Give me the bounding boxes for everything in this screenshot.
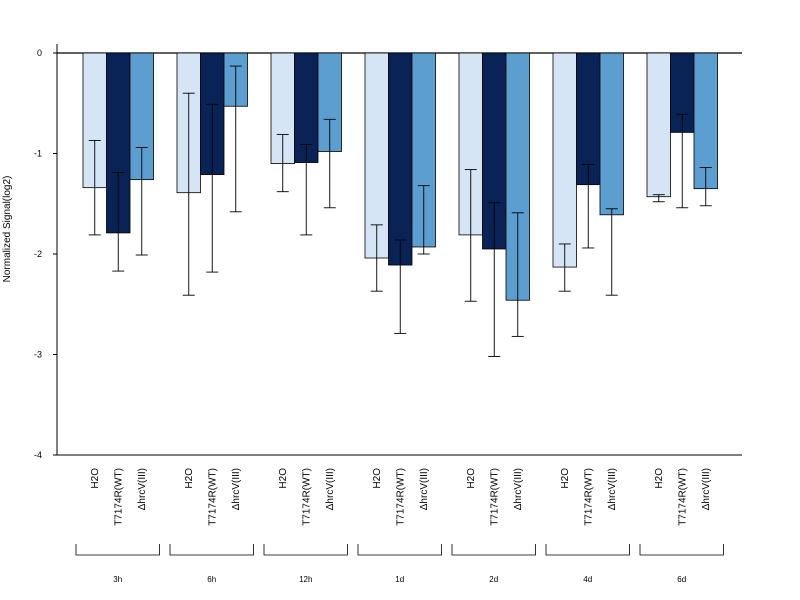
category-label: ΔhrcV(III) — [137, 468, 148, 510]
group-brackets-layer: 3h 6h 12h 1d 2d 4d 6d — [75, 544, 724, 584]
y-tick-label: 0 — [37, 48, 42, 58]
group-label: 3h — [113, 575, 122, 584]
category-label: ΔhrcV(III) — [701, 468, 712, 510]
error-bars-layer — [88, 65, 712, 357]
category-label: ΔhrcV(III) — [231, 468, 242, 510]
category-label: H2O — [372, 468, 383, 489]
group-label: 6h — [207, 575, 216, 584]
category-label: H2O — [90, 468, 101, 489]
group-bracket — [75, 544, 160, 556]
category-label: T7174R(WT) — [489, 468, 500, 526]
group-label: 6d — [677, 575, 686, 584]
category-label: T7174R(WT) — [395, 468, 406, 526]
category-labels-layer: H2O T7174R(WT) ΔhrcV(III) H2O T7174R(WT) Δhrc… — [90, 468, 712, 526]
category-label: H2O — [184, 468, 195, 489]
group-label: 1d — [395, 575, 404, 584]
group-label: 12h — [299, 575, 312, 584]
group-bracket — [451, 544, 536, 556]
category-label: T7174R(WT) — [113, 468, 124, 526]
y-ticks-layer: 0 -1 -2 -3 -4 — [34, 48, 57, 460]
y-tick-label: -3 — [34, 350, 42, 360]
category-label: T7174R(WT) — [677, 468, 688, 526]
y-tick-label: -2 — [34, 249, 42, 259]
category-label: ΔhrcV(III) — [513, 468, 524, 510]
category-label: ΔhrcV(III) — [607, 468, 618, 510]
category-label: T7174R(WT) — [301, 468, 312, 526]
category-label: ΔhrcV(III) — [325, 468, 336, 510]
group-bracket — [263, 544, 348, 556]
category-label: ΔhrcV(III) — [419, 468, 430, 510]
bar — [388, 52, 413, 266]
group-bracket — [169, 544, 254, 556]
y-tick-label: -1 — [34, 149, 42, 159]
group-bracket — [357, 544, 442, 556]
bar — [646, 52, 671, 198]
group-label: 2d — [489, 575, 498, 584]
group-bracket — [639, 544, 724, 556]
category-label: H2O — [466, 468, 477, 489]
category-label: H2O — [560, 468, 571, 489]
category-label: T7174R(WT) — [583, 468, 594, 526]
bar — [552, 52, 577, 268]
y-tick-label: -4 — [34, 450, 42, 460]
group-bracket — [545, 544, 630, 556]
group-label: 4d — [583, 575, 592, 584]
category-label: H2O — [278, 468, 289, 489]
bar — [599, 52, 624, 216]
category-label: H2O — [654, 468, 665, 489]
category-label: T7174R(WT) — [207, 468, 218, 526]
y-axis-label: Normalized Signal(log2) — [2, 176, 13, 283]
